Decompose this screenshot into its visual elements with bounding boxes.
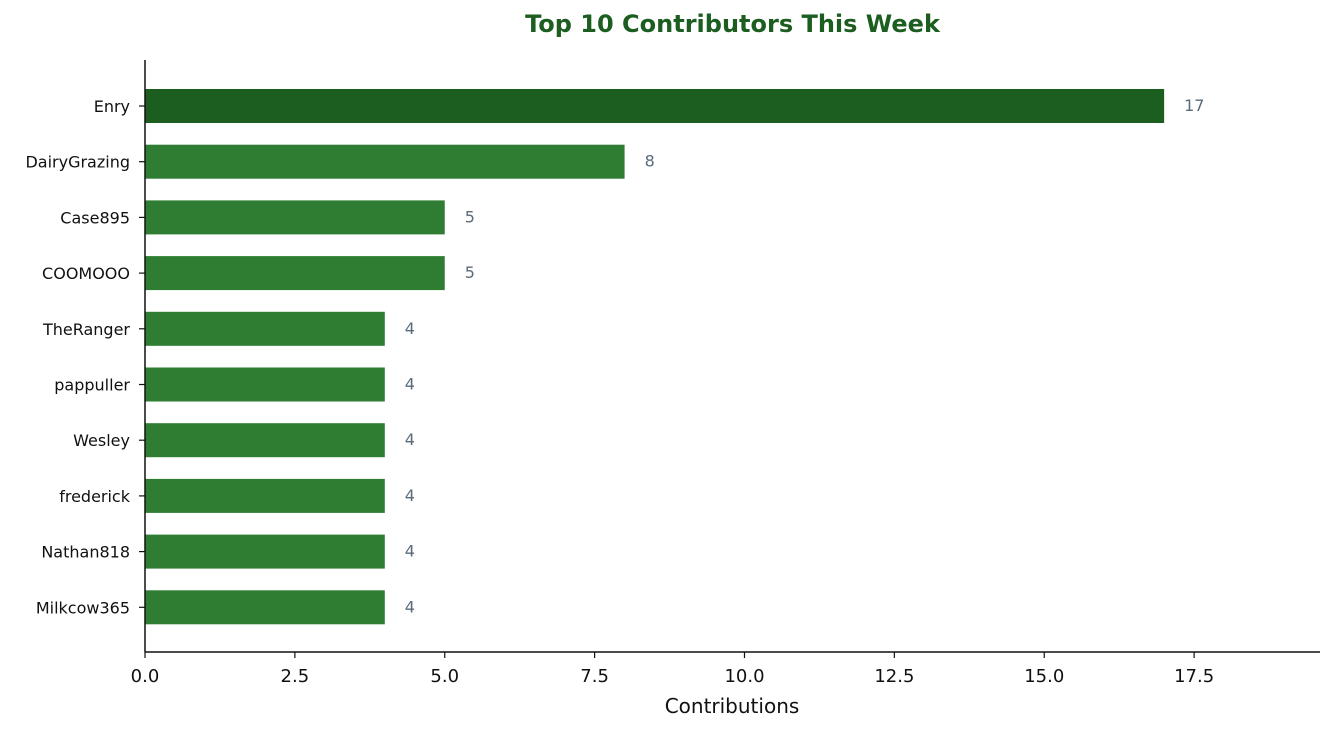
x-tick-label: 5.0: [430, 666, 459, 687]
value-label-coomooo: 5: [465, 263, 475, 282]
bar-dairygrazing: [145, 144, 625, 179]
bar-case895: [145, 200, 445, 235]
x-tick-label: 10.0: [724, 666, 764, 687]
x-tick-label: 15.0: [1024, 666, 1064, 687]
bar-milkcow365: [145, 590, 385, 625]
x-tick-label: 0.0: [131, 666, 160, 687]
value-label-dairygrazing: 8: [645, 152, 655, 171]
x-tick-label: 12.5: [874, 666, 914, 687]
category-label-milkcow365: Milkcow365: [36, 598, 130, 617]
category-label-coomooo: COOMOOO: [42, 264, 130, 283]
x-tick-label: 7.5: [580, 666, 609, 687]
bars-layer: [145, 89, 1165, 625]
value-label-theranger: 4: [405, 319, 415, 338]
value-label-wesley: 4: [405, 430, 415, 449]
labels-layer: Enry 17 DairyGrazing 8 Case895 5 COOMOOO 5 TheRa…: [25, 96, 1204, 617]
x-ticks: 0.0 2.5 5.0 7.5 10.0 12.5 15.0 17.5: [131, 652, 1214, 687]
value-label-pappuller: 4: [405, 375, 415, 394]
bar-nathan818: [145, 534, 385, 569]
bar-theranger: [145, 311, 385, 346]
category-label-theranger: TheRanger: [42, 320, 130, 339]
category-label-frederick: frederick: [59, 487, 131, 506]
bar-frederick: [145, 478, 385, 513]
value-label-milkcow365: 4: [405, 597, 415, 616]
category-label-enry: Enry: [94, 97, 130, 116]
bar-enry: [145, 89, 1165, 123]
bar-wesley: [145, 423, 385, 458]
category-label-dairygrazing: DairyGrazing: [25, 153, 130, 172]
x-tick-label: 2.5: [281, 666, 310, 687]
x-axis-title: Contributions: [665, 694, 800, 718]
value-label-case895: 5: [465, 207, 475, 226]
category-label-pappuller: pappuller: [54, 376, 130, 395]
category-label-wesley: Wesley: [73, 431, 130, 450]
value-label-enry: 17: [1184, 96, 1204, 115]
category-label-case895: Case895: [60, 208, 130, 227]
value-label-nathan818: 4: [405, 542, 415, 561]
bar-coomooo: [145, 256, 445, 291]
category-label-nathan818: Nathan818: [41, 543, 130, 562]
value-label-frederick: 4: [405, 486, 415, 505]
chart-title: Top 10 Contributors This Week: [525, 10, 940, 38]
x-tick-label: 17.5: [1174, 666, 1214, 687]
bar-pappuller: [145, 367, 385, 402]
